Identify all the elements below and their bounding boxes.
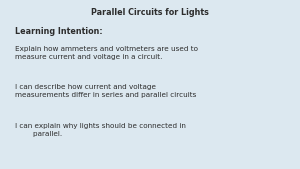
Text: Learning Intention:: Learning Intention: — [15, 27, 103, 36]
Text: I can describe how current and voltage
measurements differ in series and paralle: I can describe how current and voltage m… — [15, 84, 196, 99]
Text: Parallel Circuits for Lights: Parallel Circuits for Lights — [91, 8, 209, 17]
Text: Explain how ammeters and voltmeters are used to
measure current and voltage in a: Explain how ammeters and voltmeters are … — [15, 46, 198, 60]
Text: I can explain why lights should be connected in
        parallel.: I can explain why lights should be conne… — [15, 123, 186, 137]
